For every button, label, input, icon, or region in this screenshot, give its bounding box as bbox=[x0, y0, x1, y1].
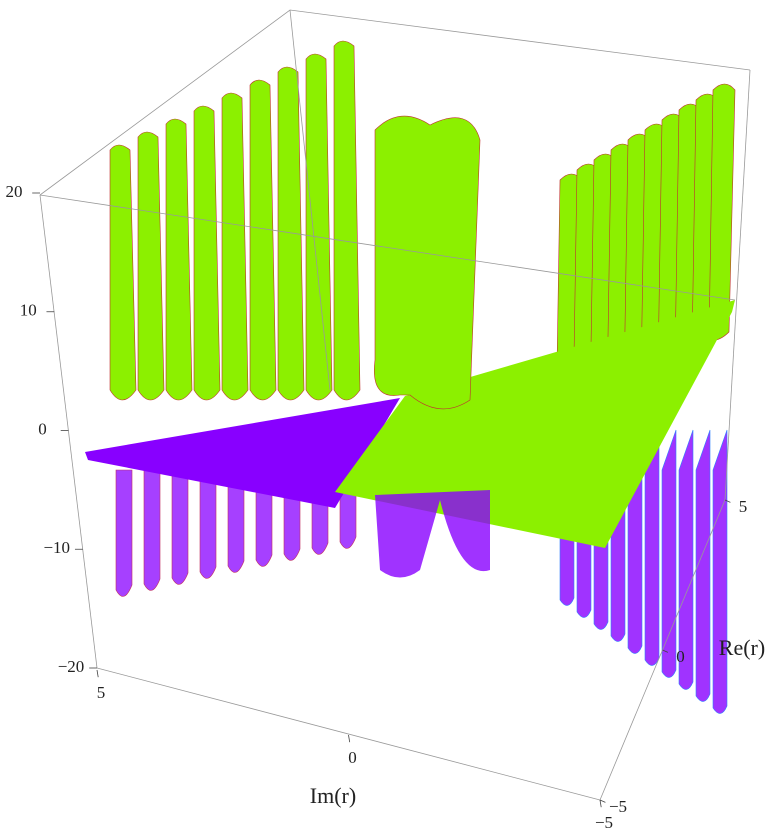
surface-spike-up bbox=[333, 40, 361, 401]
tick-mark bbox=[599, 799, 602, 808]
surface-spike-up bbox=[137, 131, 165, 401]
box-edge bbox=[39, 194, 736, 301]
surface-spike-down bbox=[115, 469, 133, 597]
x-tick-label: −5 bbox=[595, 813, 613, 832]
surface-spike-up bbox=[221, 92, 249, 401]
z-tick-label: 10 bbox=[20, 301, 37, 320]
surface-spike-down bbox=[661, 429, 677, 678]
surface-spike-up bbox=[193, 105, 221, 401]
z-tick-label: 20 bbox=[6, 182, 23, 201]
surface bbox=[85, 40, 736, 714]
z-tick-label: 0 bbox=[38, 419, 47, 438]
surface-spike-down bbox=[695, 429, 711, 702]
y-tick-label: −5 bbox=[609, 797, 627, 816]
surface-center-dip bbox=[375, 490, 490, 578]
tick-mark bbox=[724, 499, 731, 503]
tick-mark bbox=[599, 799, 606, 803]
surface-spike-up bbox=[109, 144, 137, 401]
surface-spike-up bbox=[249, 79, 277, 401]
surface-spike-down bbox=[227, 469, 245, 573]
surface-spike-down bbox=[143, 469, 161, 591]
box-edge bbox=[289, 9, 331, 391]
box-edge bbox=[39, 194, 98, 669]
y-tick-label: 5 bbox=[739, 497, 748, 516]
surface-spike-down bbox=[712, 429, 728, 714]
z-tick-label: −20 bbox=[58, 657, 85, 676]
surface-spike-up bbox=[165, 118, 193, 401]
bounding-box bbox=[39, 9, 751, 801]
x-tick-label: 5 bbox=[97, 683, 106, 702]
tick-mark bbox=[662, 649, 669, 653]
surface-spike-down bbox=[171, 469, 189, 585]
surface-spike-up bbox=[305, 53, 333, 401]
tick-mark bbox=[96, 669, 99, 678]
y-axis-label: Re(r) bbox=[719, 635, 765, 660]
surface-plane bbox=[85, 398, 400, 508]
surface-center-lobes bbox=[373, 115, 481, 410]
surface-spike-up bbox=[277, 66, 305, 401]
surface-spike-down bbox=[199, 469, 217, 579]
box-edge bbox=[96, 667, 601, 801]
surface-spike-down bbox=[678, 429, 694, 690]
z-tick-label: −10 bbox=[43, 538, 70, 557]
y-tick-label: 0 bbox=[676, 647, 685, 666]
x-axis-label: Im(r) bbox=[310, 783, 356, 808]
box-edge bbox=[724, 69, 751, 501]
surface-plane bbox=[335, 300, 735, 548]
tick-mark bbox=[348, 734, 351, 743]
x-tick-label: 0 bbox=[348, 748, 357, 767]
